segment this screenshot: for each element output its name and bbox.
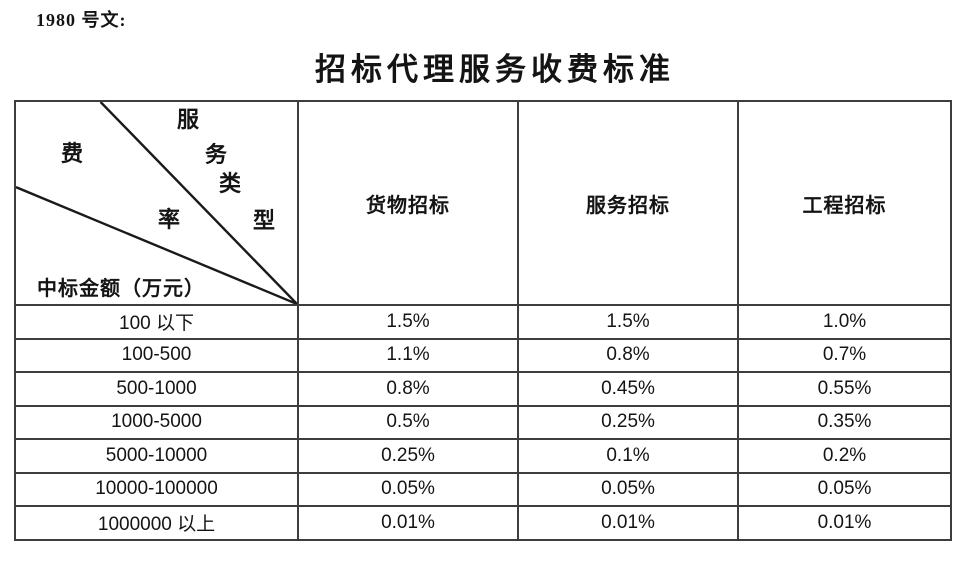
engineering-rate-cell: 1.0% xyxy=(737,304,952,340)
column-header-goods-bidding: 货物招标 xyxy=(297,100,519,306)
service-rate-cell: 1.5% xyxy=(517,304,739,340)
engineering-rate-cell: 0.35% xyxy=(737,404,952,440)
goods-rate-cell: 1.1% xyxy=(297,337,519,373)
goods-rate-cell: 0.25% xyxy=(297,438,519,474)
column-header-service-bidding: 服务招标 xyxy=(517,100,739,306)
table-row: 100-500 1.1% 0.8% 0.7% xyxy=(14,337,952,373)
engineering-rate-cell: 0.05% xyxy=(737,471,952,507)
amount-range-cell: 10000-100000 xyxy=(14,471,299,507)
service-rate-cell: 0.45% xyxy=(517,371,739,407)
service-rate-cell: 0.05% xyxy=(517,471,739,507)
engineering-rate-cell: 0.55% xyxy=(737,371,952,407)
table-row: 1000000 以上 0.01% 0.01% 0.01% xyxy=(14,505,952,541)
engineering-rate-cell: 0.7% xyxy=(737,337,952,373)
corner-label-service-type-char-3: 类 xyxy=(219,171,242,196)
corner-label-bid-amount: 中标金额（万元） xyxy=(37,278,205,300)
amount-range-cell: 1000-5000 xyxy=(14,404,299,440)
goods-rate-cell: 0.05% xyxy=(297,471,519,507)
engineering-rate-cell: 0.01% xyxy=(737,505,952,541)
service-rate-cell: 0.01% xyxy=(517,505,739,541)
page-title: 招标代理服务收费标准 xyxy=(315,52,675,87)
engineering-rate-cell: 0.2% xyxy=(737,438,952,474)
column-header-engineering-bidding: 工程招标 xyxy=(737,100,952,306)
document-reference: 1980 号文: xyxy=(36,10,127,30)
corner-label-fee: 费 xyxy=(61,141,84,166)
amount-range-cell: 5000-10000 xyxy=(14,438,299,474)
goods-rate-cell: 0.8% xyxy=(297,371,519,407)
service-rate-cell: 0.8% xyxy=(517,337,739,373)
table-row: 5000-10000 0.25% 0.1% 0.2% xyxy=(14,438,952,474)
diagonal-split-lines xyxy=(16,102,297,304)
goods-rate-cell: 1.5% xyxy=(297,304,519,340)
goods-rate-cell: 0.01% xyxy=(297,505,519,541)
table-header-row: 费 率 服 务 类 型 中标金额（万元） 货物招标 服务招标 工程招标 xyxy=(14,100,952,306)
amount-range-cell: 100 以下 xyxy=(14,304,299,340)
corner-label-service-type-char-2: 务 xyxy=(205,142,228,167)
amount-range-cell: 100-500 xyxy=(14,337,299,373)
table-row: 1000-5000 0.5% 0.25% 0.35% xyxy=(14,404,952,440)
goods-rate-cell: 0.5% xyxy=(297,404,519,440)
table-row: 500-1000 0.8% 0.45% 0.55% xyxy=(14,371,952,407)
table-row: 10000-100000 0.05% 0.05% 0.05% xyxy=(14,471,952,507)
fee-standard-table: 费 率 服 务 类 型 中标金额（万元） 货物招标 服务招标 工程招标 100 … xyxy=(14,100,952,541)
amount-range-cell: 1000000 以上 xyxy=(14,505,299,541)
corner-label-service-type-char-4: 型 xyxy=(253,208,276,233)
amount-range-cell: 500-1000 xyxy=(14,371,299,407)
corner-label-service-type-char-1: 服 xyxy=(177,107,200,132)
table-row: 100 以下 1.5% 1.5% 1.0% xyxy=(14,304,952,340)
service-rate-cell: 0.1% xyxy=(517,438,739,474)
corner-label-rate: 率 xyxy=(158,207,181,232)
diagonal-header-cell: 费 率 服 务 类 型 中标金额（万元） xyxy=(14,100,299,306)
service-rate-cell: 0.25% xyxy=(517,404,739,440)
